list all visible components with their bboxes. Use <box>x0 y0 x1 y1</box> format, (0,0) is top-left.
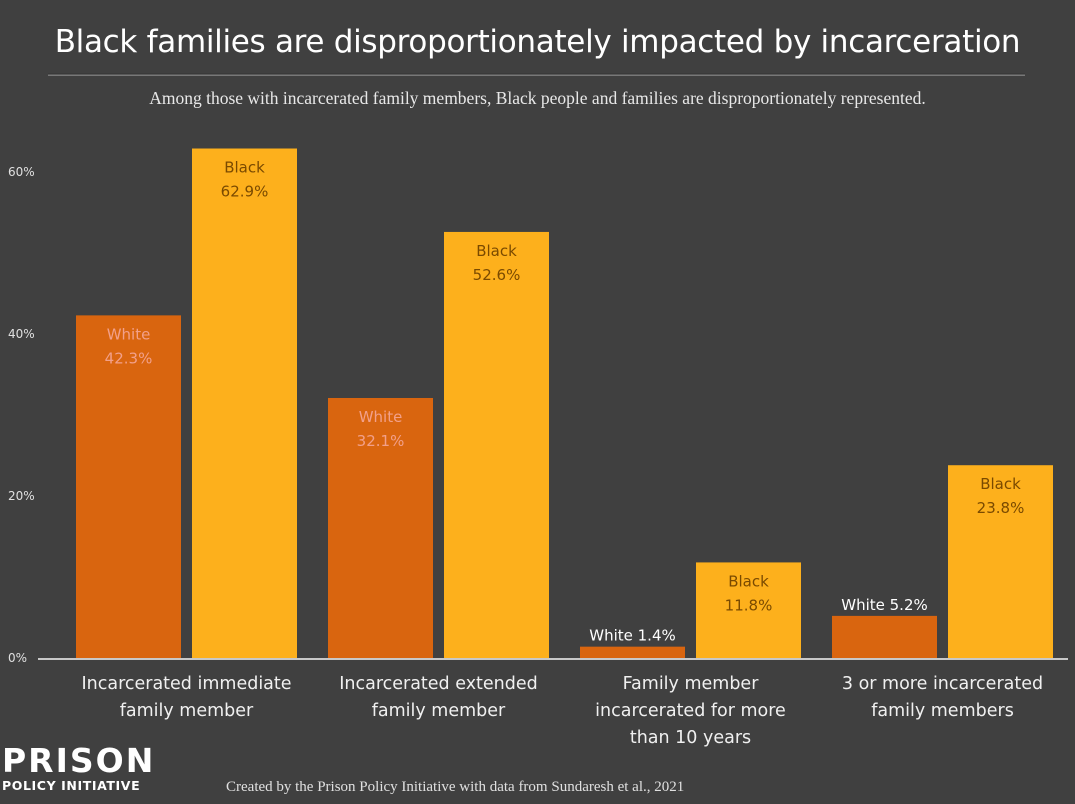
bar-black <box>948 465 1053 658</box>
bar-black <box>696 562 801 658</box>
y-tick-label: 0% <box>8 651 27 665</box>
category-label: incarcerated for more <box>595 701 786 721</box>
category-label: Family member <box>623 674 760 694</box>
bar-white <box>580 646 685 658</box>
category-label: Incarcerated immediate <box>81 674 291 694</box>
bar-label-black: Black <box>728 572 769 590</box>
bar-label-black: Black <box>476 242 517 260</box>
logo-bottom-text: POLICY INITIATIVE <box>2 778 141 793</box>
category-label: than 10 years <box>630 728 751 748</box>
bar-value-black: 62.9% <box>221 183 269 201</box>
category-label: family member <box>120 701 254 721</box>
source-credit: Created by the Prison Policy Initiative … <box>226 779 685 795</box>
prison-policy-initiative-logo: PRISON POLICY INITIATIVE <box>2 744 155 793</box>
category-label: Incarcerated extended <box>339 674 538 694</box>
category-label: family members <box>871 701 1014 721</box>
bar-label-black: Black <box>224 159 265 177</box>
bar-value-white: 42.3% <box>105 349 153 367</box>
bar-black <box>192 148 297 658</box>
category-label: 3 or more incarcerated <box>842 674 1043 694</box>
bar-label-white: White 1.4% <box>589 627 676 645</box>
bar-value-white: 32.1% <box>357 432 405 450</box>
bar-value-black: 23.8% <box>977 499 1025 517</box>
bar-black <box>444 231 549 658</box>
bar-label-black: Black <box>980 475 1021 493</box>
logo-top-text: PRISON <box>2 741 156 780</box>
chart-title: Black families are disproportionately im… <box>54 24 1021 60</box>
y-tick-label: 40% <box>8 327 35 341</box>
title-separator <box>48 73 1025 76</box>
category-label: family member <box>372 701 506 721</box>
y-tick-label: 60% <box>8 165 35 179</box>
bar-label-white: White 5.2% <box>841 596 928 614</box>
bar-white <box>328 397 433 658</box>
bar-value-black: 52.6% <box>473 266 521 284</box>
bar-white <box>76 315 181 658</box>
chart-subtitle: Among those with incarcerated family mem… <box>149 88 926 108</box>
bar-value-black: 11.8% <box>725 596 773 614</box>
y-tick-label: 20% <box>8 489 35 503</box>
bar-label-white: White <box>359 408 403 426</box>
bar-label-white: White <box>107 325 151 343</box>
bar-white <box>832 615 937 658</box>
